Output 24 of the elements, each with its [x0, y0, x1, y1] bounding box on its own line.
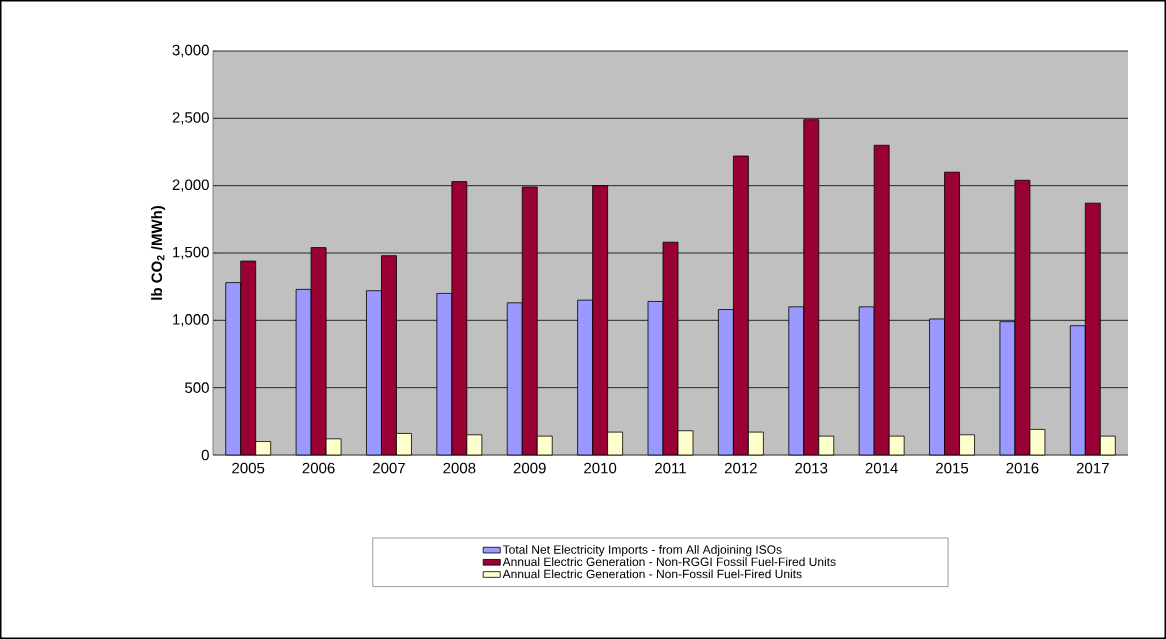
x-tick-label: 2016 — [1006, 462, 1039, 474]
x-tick-label: 2013 — [795, 462, 828, 474]
y-tick-label: 0 — [201, 449, 209, 461]
x-tick-label: 2006 — [302, 462, 335, 474]
y-tick-label: 1,500 — [173, 246, 209, 260]
x-tick-label: 2010 — [584, 462, 617, 474]
x-tick-label: 2014 — [865, 462, 898, 474]
x-tick-label: 2015 — [936, 462, 969, 474]
x-tick-label: 2017 — [1076, 462, 1109, 474]
y-axis-title: lb CO$_{2}$ /MWh) — [151, 205, 166, 300]
x-tick-label: 2007 — [373, 462, 405, 474]
x-tick-label: 2009 — [513, 462, 546, 474]
y-tick-label: 2,500 — [172, 112, 209, 125]
x-tick-label: 2011 — [655, 462, 686, 474]
y-tick-label: 1,000 — [173, 314, 209, 327]
x-tick-label: 2012 — [724, 462, 757, 474]
legend-label: Annual Electric Generation - Non-Fossil Fuel-Fired Units — [502, 569, 802, 579]
x-tick-label: 2005 — [232, 462, 265, 474]
x-tick-label: 2008 — [443, 462, 476, 474]
y-tick-label: 3,000 — [172, 44, 209, 58]
y-tick-label: 2,000 — [172, 179, 209, 192]
legend-label: Annual Electric Generation - Non-RGGI Fossil Fuel-Fired Units — [502, 557, 836, 567]
y-tick-label: 500 — [185, 382, 209, 393]
legend-label: Total Net Electricity Imports - from All Adjoining ISOs — [502, 545, 782, 557]
